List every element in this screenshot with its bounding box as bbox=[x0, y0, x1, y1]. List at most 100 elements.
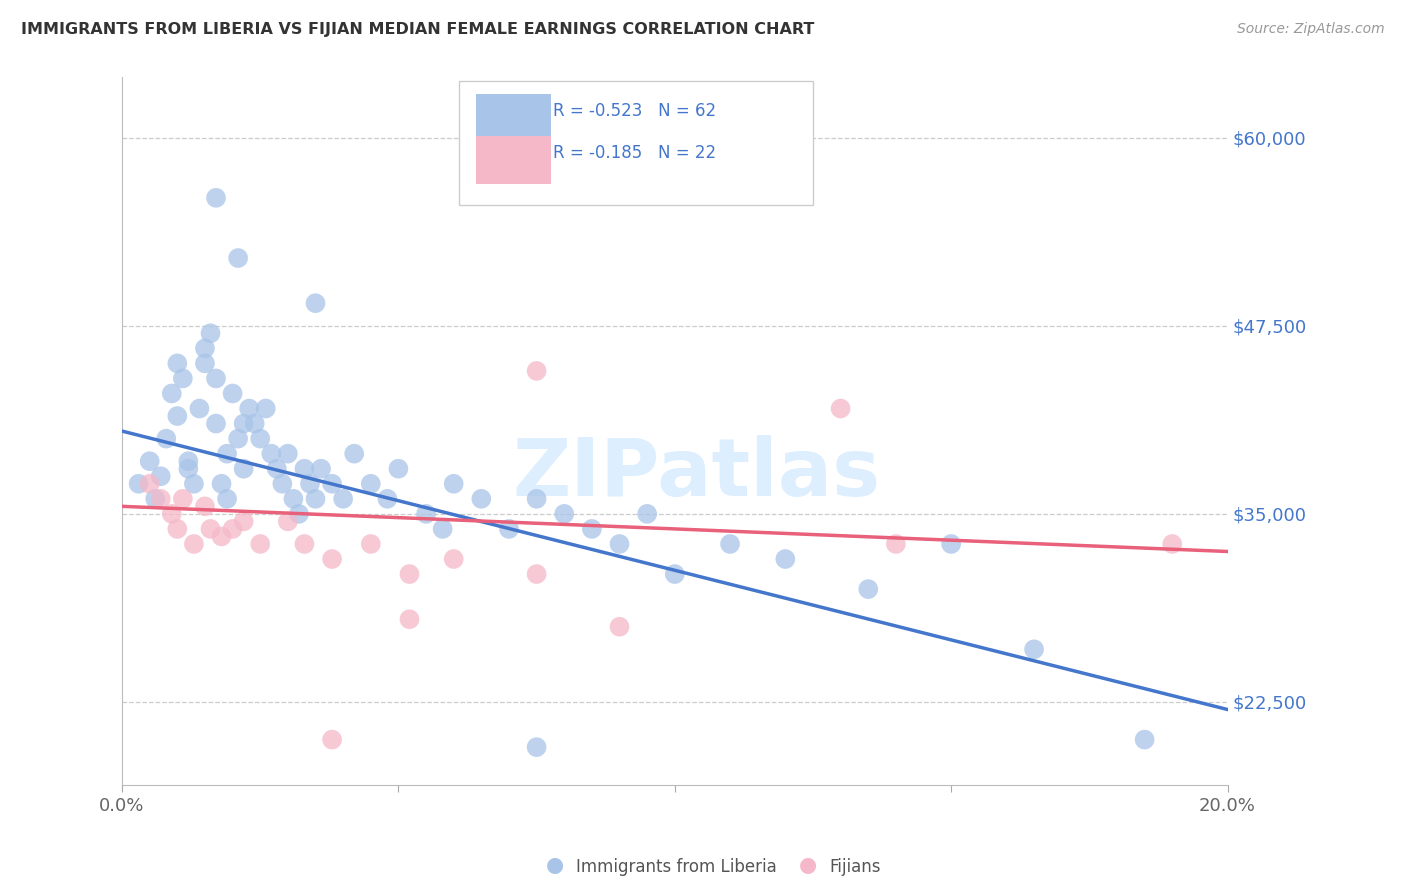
Point bbox=[884, 537, 907, 551]
Text: Immigrants from Liberia: Immigrants from Liberia bbox=[576, 858, 778, 876]
Point bbox=[160, 507, 183, 521]
Point bbox=[283, 491, 305, 506]
Point bbox=[194, 500, 217, 514]
Point bbox=[664, 567, 686, 582]
Point bbox=[249, 537, 271, 551]
Point bbox=[526, 567, 548, 582]
Point bbox=[172, 371, 194, 385]
Point bbox=[211, 476, 233, 491]
Point bbox=[249, 432, 271, 446]
Point bbox=[321, 732, 343, 747]
Point bbox=[166, 356, 188, 370]
Point bbox=[177, 461, 200, 475]
FancyBboxPatch shape bbox=[475, 136, 551, 184]
Point bbox=[470, 491, 492, 506]
Point bbox=[526, 740, 548, 755]
Point bbox=[343, 447, 366, 461]
Point bbox=[321, 552, 343, 566]
Point bbox=[718, 537, 741, 551]
Point bbox=[526, 491, 548, 506]
FancyBboxPatch shape bbox=[460, 81, 813, 205]
Point bbox=[321, 476, 343, 491]
Point bbox=[266, 461, 288, 475]
Point bbox=[1161, 537, 1184, 551]
Point bbox=[194, 342, 217, 356]
Text: R = -0.523   N = 62: R = -0.523 N = 62 bbox=[553, 102, 716, 120]
Point bbox=[149, 491, 172, 506]
Point bbox=[205, 417, 228, 431]
Point bbox=[298, 476, 321, 491]
Point bbox=[443, 476, 465, 491]
Point bbox=[200, 326, 222, 341]
Point bbox=[415, 507, 437, 521]
Point bbox=[294, 461, 316, 475]
Point bbox=[288, 507, 311, 521]
Point bbox=[226, 251, 249, 265]
Point bbox=[260, 447, 283, 461]
Point bbox=[243, 417, 266, 431]
Point bbox=[332, 491, 354, 506]
Point bbox=[138, 454, 160, 468]
Text: R = -0.185   N = 22: R = -0.185 N = 22 bbox=[553, 145, 716, 162]
Point bbox=[939, 537, 962, 551]
Point bbox=[432, 522, 454, 536]
Point bbox=[166, 522, 188, 536]
Point bbox=[215, 491, 238, 506]
Point bbox=[830, 401, 852, 416]
Point bbox=[277, 447, 299, 461]
Point bbox=[609, 620, 631, 634]
Point bbox=[226, 432, 249, 446]
Point bbox=[194, 356, 217, 370]
Point bbox=[155, 432, 177, 446]
Point bbox=[398, 612, 420, 626]
Point bbox=[271, 476, 294, 491]
Point bbox=[177, 454, 200, 468]
Point bbox=[387, 461, 409, 475]
Point bbox=[443, 552, 465, 566]
Point bbox=[215, 447, 238, 461]
Point bbox=[188, 401, 211, 416]
Point bbox=[309, 461, 332, 475]
Point bbox=[200, 522, 222, 536]
Text: Fijians: Fijians bbox=[830, 858, 882, 876]
Point bbox=[277, 515, 299, 529]
Text: ZIPatlas: ZIPatlas bbox=[513, 434, 882, 513]
Point bbox=[221, 386, 243, 401]
Text: IMMIGRANTS FROM LIBERIA VS FIJIAN MEDIAN FEMALE EARNINGS CORRELATION CHART: IMMIGRANTS FROM LIBERIA VS FIJIAN MEDIAN… bbox=[21, 22, 814, 37]
Point bbox=[172, 491, 194, 506]
Point bbox=[205, 371, 228, 385]
Point bbox=[138, 476, 160, 491]
Point bbox=[304, 296, 326, 310]
Point bbox=[294, 537, 316, 551]
Point bbox=[1133, 732, 1156, 747]
Text: ●: ● bbox=[547, 855, 564, 875]
Point bbox=[143, 491, 166, 506]
Point bbox=[232, 461, 254, 475]
Point bbox=[238, 401, 260, 416]
FancyBboxPatch shape bbox=[475, 94, 551, 141]
Point bbox=[221, 522, 243, 536]
Point bbox=[498, 522, 520, 536]
Point bbox=[398, 567, 420, 582]
Point bbox=[211, 529, 233, 543]
Point bbox=[304, 491, 326, 506]
Point bbox=[609, 537, 631, 551]
Point bbox=[526, 364, 548, 378]
Point bbox=[360, 537, 382, 551]
Point bbox=[205, 191, 228, 205]
Text: ●: ● bbox=[800, 855, 817, 875]
Point bbox=[149, 469, 172, 483]
Point bbox=[128, 476, 150, 491]
Point bbox=[581, 522, 603, 536]
Point bbox=[232, 515, 254, 529]
Point bbox=[775, 552, 797, 566]
Point bbox=[160, 386, 183, 401]
Point bbox=[183, 476, 205, 491]
Point bbox=[553, 507, 575, 521]
Point bbox=[858, 582, 880, 596]
Point bbox=[636, 507, 658, 521]
Point bbox=[232, 417, 254, 431]
Point bbox=[360, 476, 382, 491]
Point bbox=[166, 409, 188, 423]
Point bbox=[377, 491, 399, 506]
